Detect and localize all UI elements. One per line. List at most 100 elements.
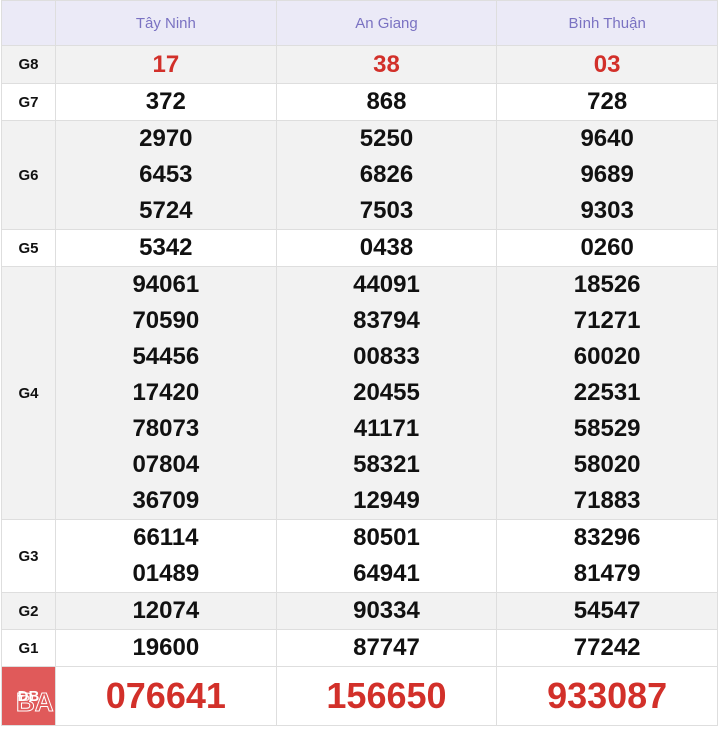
prize-label-text: G5 [18, 239, 39, 257]
prize-cell: 17 [55, 45, 277, 84]
prize-label: G7 [1, 83, 56, 121]
prize-cell: 0260 [496, 229, 718, 267]
prize-cell: 2970 6453 5724 [55, 120, 277, 230]
prize-cell: 83296 81479 [496, 519, 718, 593]
prize-cell: 5250 6826 7503 [275, 120, 498, 230]
prize-row-g5: G5 5342 0438 0260 [1, 229, 718, 267]
prize-label-text: ĐB [17, 687, 40, 705]
province-header: Tây Ninh [55, 0, 277, 46]
prize-number: 77242 [573, 634, 641, 661]
prize-label-text: G3 [18, 547, 39, 565]
prize-number: 36709 [132, 487, 200, 514]
prize-number: 70590 [132, 307, 200, 334]
prize-number: 9303 [580, 197, 634, 224]
prize-number: 2970 [139, 125, 193, 152]
prize-cell: 94061 70590 54456 17420 78073 07804 36709 [55, 266, 277, 520]
prize-label-text: G2 [18, 602, 39, 620]
prize-cell: 868 [275, 83, 498, 121]
prize-label: G4 [1, 266, 56, 520]
prize-row-g3: G3 66114 01489 80501 64941 83296 81479 [1, 519, 718, 593]
prize-number: 6453 [139, 161, 193, 188]
prize-number: 01489 [132, 560, 200, 587]
prize-label-text: G7 [18, 93, 39, 111]
prize-label-text: G4 [18, 384, 39, 402]
prize-number: 19600 [132, 634, 200, 661]
prize-number: 71883 [573, 487, 641, 514]
prize-cell: 933087 [496, 666, 718, 726]
prize-number: 81479 [573, 560, 641, 587]
prize-number: 9689 [580, 161, 634, 188]
prize-number: 54456 [132, 343, 200, 370]
prize-row-g2: G2 12074 90334 54547 [1, 592, 718, 630]
prize-number: 80501 [353, 524, 420, 551]
prize-number: 9640 [580, 125, 634, 152]
prize-number: 933087 [547, 675, 668, 716]
prize-number: 372 [145, 88, 186, 115]
prize-cell: 18526 71271 60020 22531 58529 58020 71883 [496, 266, 718, 520]
prize-number: 17 [152, 51, 180, 78]
prize-label: G6 [1, 120, 56, 230]
header-row: Tây Ninh An Giang Bình Thuận [1, 0, 718, 46]
prize-number: 156650 [326, 675, 447, 716]
prize-number: 78073 [132, 415, 200, 442]
prize-number: 20455 [353, 379, 420, 406]
prize-row-đb: ĐB BA 076641 156650 933087 [1, 666, 718, 726]
prize-number: 12949 [353, 487, 420, 514]
prize-number: 54547 [573, 597, 641, 624]
prize-label: G2 [1, 592, 56, 630]
prize-number: 83296 [573, 524, 641, 551]
prize-number: 00833 [353, 343, 420, 370]
prize-row-g6: G6 2970 6453 5724 5250 6826 7503 9640 9689 9303 [1, 120, 718, 230]
prize-number: 71271 [573, 307, 641, 334]
prize-number: 83794 [353, 307, 420, 334]
prize-number: 87747 [353, 634, 420, 661]
prize-row-g7: G7 372 868 728 [1, 83, 718, 121]
prize-row-g1: G1 19600 87747 77242 [1, 629, 718, 667]
prize-label-text: G1 [18, 639, 39, 657]
prize-number: 868 [366, 88, 407, 115]
prize-cell: 372 [55, 83, 277, 121]
prize-label-text: G8 [18, 56, 39, 73]
prize-cell: 87747 [275, 629, 498, 667]
prize-number: 076641 [105, 675, 226, 716]
prize-number: 94061 [132, 271, 200, 298]
prize-number: 12074 [132, 597, 200, 624]
prize-number: 7503 [359, 197, 414, 224]
prize-number: 38 [373, 51, 400, 78]
prize-cell: 03 [496, 45, 718, 84]
province-header: An Giang [275, 0, 498, 46]
province-header: Bình Thuận [496, 0, 718, 46]
prize-cell: 54547 [496, 592, 718, 630]
prize-number: 58020 [573, 451, 641, 478]
prize-number: 07804 [132, 451, 200, 478]
prize-number: 6826 [359, 161, 414, 188]
prize-number: 17420 [132, 379, 200, 406]
prize-cell: 728 [496, 83, 718, 121]
prize-row-g4: G4 94061 70590 54456 17420 78073 07804 36709 440… [1, 266, 718, 520]
prize-number: 60020 [573, 343, 641, 370]
prize-cell: 90334 [275, 592, 498, 630]
prize-label: G8 [1, 45, 56, 84]
prize-cell: 5342 [55, 229, 277, 267]
prize-number: 44091 [353, 271, 420, 298]
prize-number: 5342 [139, 234, 193, 261]
prize-number: 03 [593, 51, 621, 78]
prize-label: G5 [1, 229, 56, 267]
prize-number: 22531 [573, 379, 641, 406]
prize-label: G1 [1, 629, 56, 667]
prize-cell: 19600 [55, 629, 277, 667]
prize-row-g8: G8 17 38 03 [1, 45, 718, 84]
prize-cell: 80501 64941 [275, 519, 498, 593]
prize-cell: 12074 [55, 592, 277, 630]
prize-cell: 9640 9689 9303 [496, 120, 718, 230]
prize-number: 66114 [133, 524, 199, 551]
prize-number: 0260 [580, 234, 634, 261]
prize-number: 5250 [359, 125, 414, 152]
prize-number: 18526 [573, 271, 641, 298]
prize-number: 5724 [139, 197, 193, 224]
prize-number: 0438 [359, 234, 414, 261]
prize-number: 90334 [353, 597, 420, 624]
prize-cell: 0438 [275, 229, 498, 267]
prize-label-text: G6 [18, 166, 39, 184]
